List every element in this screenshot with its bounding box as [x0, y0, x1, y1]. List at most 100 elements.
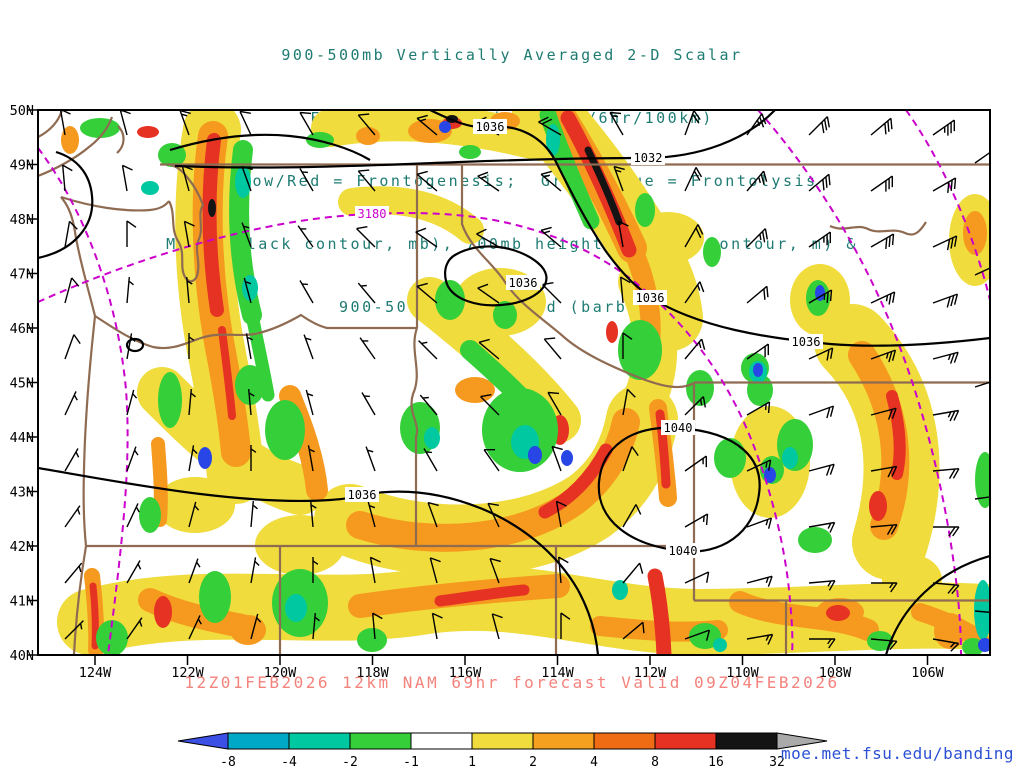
- map-graphic: 1036: [345, 487, 379, 502]
- wa-coastline: [60, 196, 97, 317]
- wind-barb: [684, 513, 709, 528]
- lat-label: 47N: [10, 267, 34, 283]
- map-graphic: [338, 186, 484, 244]
- wind-barb: [312, 557, 319, 583]
- wind-barb: [119, 111, 131, 136]
- map-graphic: [782, 447, 798, 469]
- wind-barb: [808, 347, 834, 361]
- wind-barb: [746, 517, 773, 529]
- map-graphic: [285, 594, 307, 622]
- map-graphic: [606, 321, 618, 343]
- map-graphic: [357, 628, 387, 652]
- puget-sound: [167, 162, 205, 283]
- colorbar-cell: [471, 732, 534, 750]
- vancouver-island: [39, 116, 114, 177]
- map-graphic: [39, 467, 599, 654]
- map-graphic: [158, 143, 186, 167]
- wind-barb: [310, 501, 317, 528]
- wind-barb: [478, 338, 500, 360]
- wind-barb: [419, 394, 438, 416]
- wind-barb: [297, 225, 314, 248]
- colorbar-cell: [654, 732, 717, 750]
- wind-barb: [558, 556, 569, 584]
- lon-axis-labels: 124W 122W 120W 118W 116W 114W 112W 110W …: [79, 665, 945, 681]
- wind-barb: [932, 235, 958, 251]
- map-graphic: [230, 615, 266, 645]
- lon-label: 118W: [356, 665, 389, 681]
- or-id-border: [410, 327, 419, 546]
- wind-barb: [622, 446, 639, 472]
- wind-barb: [620, 276, 631, 304]
- wind-barb: [560, 612, 571, 639]
- credit-link[interactable]: moe.met.fsu.edu/banding: [780, 744, 1014, 763]
- colorbar-cell: [532, 732, 595, 750]
- map-graphic: [208, 199, 216, 217]
- map-graphic: [139, 497, 161, 533]
- map-graphic: [96, 620, 128, 654]
- map-graphic: 1036: [473, 119, 507, 134]
- wind-barb: [369, 556, 381, 584]
- wind-barb: [250, 613, 262, 640]
- map-graphic: [798, 527, 832, 553]
- wind-barb: [551, 445, 563, 472]
- map-graphic: [444, 245, 548, 307]
- wind-barb: [241, 222, 252, 248]
- wind-barb: [870, 349, 897, 363]
- ca-coastline: [72, 545, 88, 654]
- lat-label: 42N: [10, 539, 34, 555]
- wind-barb: [684, 455, 707, 472]
- wind-barb: [489, 557, 501, 584]
- wind-barb: [746, 113, 767, 136]
- map-graphic: [753, 363, 763, 377]
- map-graphic: [506, 275, 540, 290]
- map-graphic: [199, 571, 231, 623]
- colorbar-cell: [410, 732, 473, 750]
- wind-barb: [746, 228, 768, 248]
- colorbar-label: 1: [468, 755, 476, 768]
- map-graphic: [125, 337, 145, 353]
- contour-value-labels: 1036 1032 3180 1036 1036 1036 1040 1036 …: [345, 119, 823, 558]
- wind-barb: [808, 231, 831, 248]
- wind-barb: [684, 167, 703, 192]
- wind-barb: [870, 524, 898, 535]
- height-contours: [39, 111, 989, 654]
- wind-barb: [126, 617, 143, 640]
- map-graphic: [459, 145, 481, 159]
- map-graphic: [974, 580, 989, 640]
- map-graphic: [345, 487, 379, 502]
- wind-barb: [431, 612, 443, 640]
- map-graphic: 1040: [666, 543, 700, 558]
- wind-barb: [126, 220, 137, 247]
- mslp-label: 1036: [509, 276, 538, 290]
- wind-barb: [870, 407, 897, 420]
- map-graphic: [635, 193, 655, 227]
- wind-barb: [543, 337, 562, 360]
- map-graphic: [473, 119, 507, 134]
- wind-barb: [305, 389, 314, 416]
- map-graphic: [655, 409, 671, 489]
- wind-barb: [64, 448, 80, 472]
- wind-barb: [746, 401, 771, 416]
- colorbar-cell: [715, 732, 778, 750]
- mslp-label: 1036: [348, 488, 377, 502]
- wind-barbs: [60, 111, 989, 652]
- map-graphic: [905, 111, 989, 301]
- frontogenesis-shading: [57, 111, 989, 654]
- map-graphic: [618, 320, 662, 380]
- wind-barb: [746, 575, 773, 587]
- wind-barb: [477, 171, 500, 192]
- height-label: 3180: [358, 207, 387, 221]
- wind-barb: [64, 562, 83, 584]
- colorbar-label: 2: [529, 755, 537, 768]
- lat-label: 46N: [10, 321, 34, 337]
- map-graphic: [39, 111, 63, 138]
- wind-barb: [746, 170, 768, 192]
- wind-barb: [808, 463, 835, 476]
- map-graphic: [39, 150, 94, 259]
- shade-blue-spots: [198, 121, 989, 652]
- wind-barb: [429, 557, 441, 584]
- wind-barb: [179, 111, 191, 136]
- colorbar-label: 32: [769, 755, 785, 768]
- map-graphic: [885, 555, 989, 654]
